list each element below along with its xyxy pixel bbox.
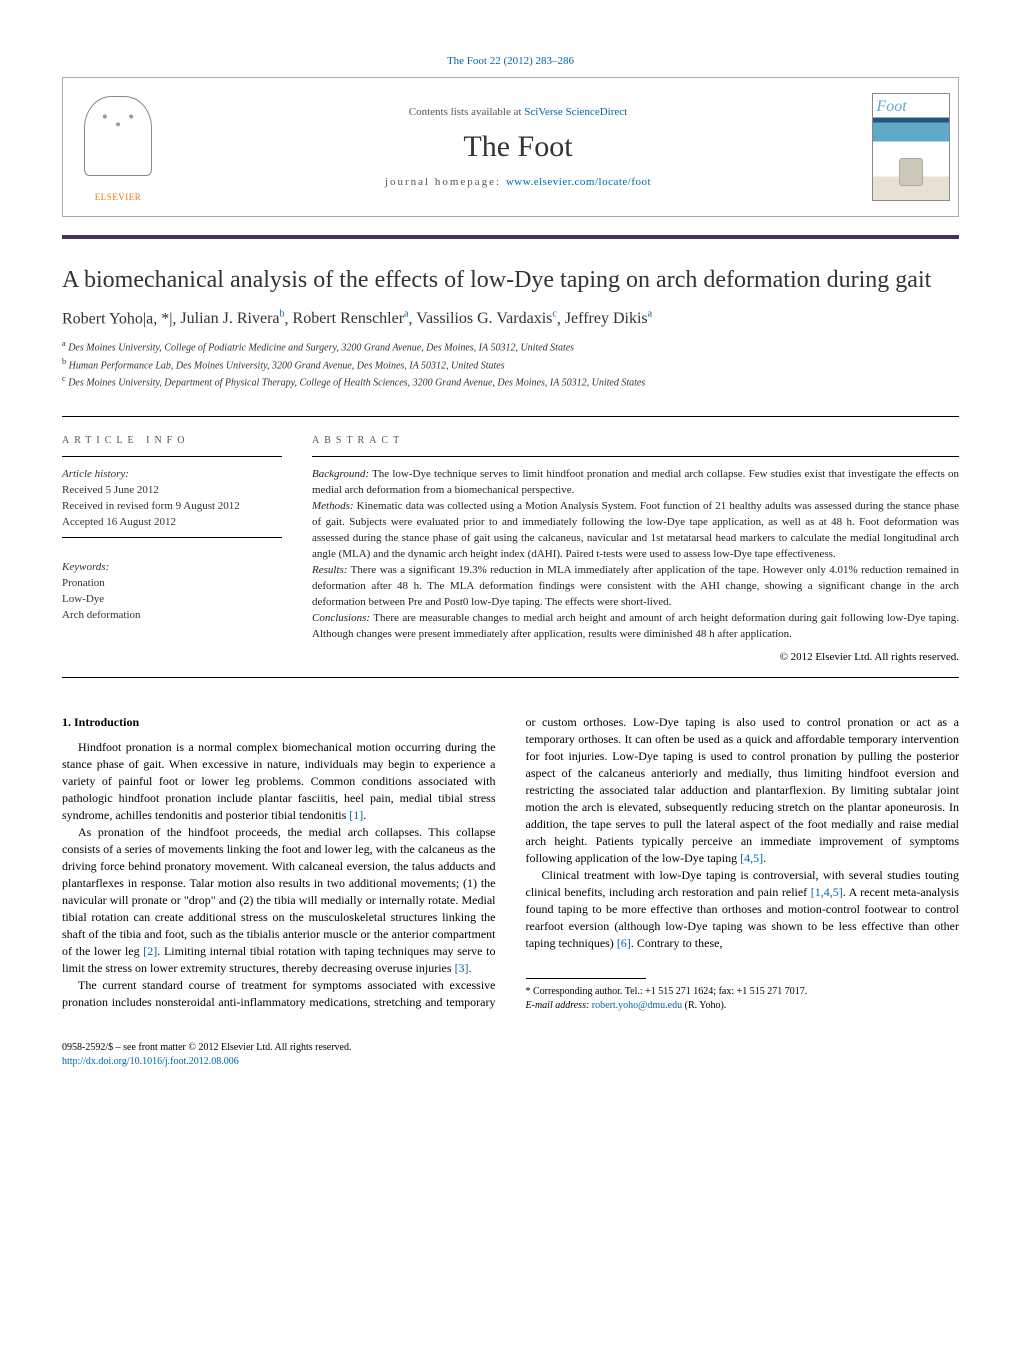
ref-link[interactable]: [2] bbox=[143, 944, 157, 958]
email-link[interactable]: robert.yoho@dmu.edu bbox=[592, 1000, 682, 1011]
affiliation: b Human Performance Lab, Des Moines Univ… bbox=[62, 356, 959, 373]
doi-link[interactable]: http://dx.doi.org/10.1016/j.foot.2012.08… bbox=[62, 1056, 239, 1067]
author: Vassilios G. Vardaxisc bbox=[416, 310, 557, 327]
author: Robert Yoho|a bbox=[62, 310, 153, 327]
history-accepted: Accepted 16 August 2012 bbox=[62, 515, 282, 531]
article-info-column: article info Article history: Received 5… bbox=[62, 435, 282, 662]
history-received: Received 5 June 2012 bbox=[62, 483, 282, 499]
ref-link[interactable]: [6] bbox=[617, 936, 631, 950]
homepage-link[interactable]: www.elsevier.com/locate/foot bbox=[506, 176, 651, 188]
publisher-logo: ELSEVIER bbox=[63, 78, 173, 216]
affiliations: a Des Moines University, College of Podi… bbox=[62, 338, 959, 390]
abstract-methods: Methods: Kinematic data was collected us… bbox=[312, 499, 959, 563]
header-rule bbox=[62, 235, 959, 239]
ref-link[interactable]: [4,5] bbox=[740, 851, 763, 865]
footnote-rule bbox=[526, 978, 646, 979]
author: Jeffrey Dikisa bbox=[565, 310, 652, 327]
contents-line: Contents lists available at SciVerse Sci… bbox=[179, 106, 857, 118]
body-p4: Clinical treatment with low-Dye taping i… bbox=[526, 867, 960, 952]
journal-name: The Foot bbox=[179, 130, 857, 164]
body-p2: As pronation of the hindfoot proceeds, t… bbox=[62, 824, 496, 977]
journal-cover-thumb bbox=[863, 78, 958, 216]
journal-header: ELSEVIER Contents lists available at Sci… bbox=[62, 77, 959, 217]
keyword: Arch deformation bbox=[62, 608, 282, 624]
keywords-label: Keywords: bbox=[62, 560, 282, 576]
ref-link[interactable]: [3] bbox=[455, 961, 469, 975]
abstract-column: abstract Background: The low-Dye techniq… bbox=[312, 435, 959, 662]
imprint: 0958-2592/$ – see front matter © 2012 El… bbox=[62, 1041, 959, 1069]
body-p1: Hindfoot pronation is a normal complex b… bbox=[62, 739, 496, 824]
abstract-rule bbox=[312, 456, 959, 457]
abstract-bottom-rule bbox=[62, 677, 959, 678]
sciencedirect-link[interactable]: SciVerse ScienceDirect bbox=[524, 106, 627, 118]
cover-icon bbox=[872, 93, 950, 201]
corresponding-footnote: * Corresponding author. Tel.: +1 515 271… bbox=[526, 985, 960, 1013]
article-title: A biomechanical analysis of the effects … bbox=[62, 265, 959, 295]
homepage-line: journal homepage: www.elsevier.com/locat… bbox=[179, 176, 857, 188]
publisher-name: ELSEVIER bbox=[76, 192, 160, 202]
author: *| bbox=[161, 310, 172, 327]
keyword: Low-Dye bbox=[62, 592, 282, 608]
copyright: © 2012 Elsevier Ltd. All rights reserved… bbox=[312, 651, 959, 663]
article-info-heading: article info bbox=[62, 435, 282, 446]
history-label: Article history: bbox=[62, 467, 282, 483]
journal-citation: The Foot 22 (2012) 283–286 bbox=[62, 55, 959, 67]
author: Robert Renschlera bbox=[293, 310, 409, 327]
body-text: 1. Introduction Hindfoot pronation is a … bbox=[62, 714, 959, 1013]
issn-line: 0958-2592/$ – see front matter © 2012 El… bbox=[62, 1041, 959, 1055]
ref-link[interactable]: [1,4,5] bbox=[811, 885, 843, 899]
elsevier-tree-icon bbox=[84, 96, 152, 176]
history-revised: Received in revised form 9 August 2012 bbox=[62, 499, 282, 515]
info-rule bbox=[62, 456, 282, 457]
affiliation: a Des Moines University, College of Podi… bbox=[62, 338, 959, 355]
section-heading: 1. Introduction bbox=[62, 714, 496, 731]
authors-line: Robert Yoho|a, *|, Julian J. Riverab, Ro… bbox=[62, 309, 959, 328]
abstract-results: Results: There was a significant 19.3% r… bbox=[312, 563, 959, 611]
kw-rule bbox=[62, 537, 282, 538]
info-top-rule bbox=[62, 416, 959, 417]
author: Julian J. Riverab bbox=[180, 310, 284, 327]
affiliation: c Des Moines University, Department of P… bbox=[62, 373, 959, 390]
abstract-conclusions: Conclusions: There are measurable change… bbox=[312, 611, 959, 643]
abstract-background: Background: The low-Dye technique serves… bbox=[312, 467, 959, 499]
abstract-heading: abstract bbox=[312, 435, 959, 446]
keyword: Pronation bbox=[62, 576, 282, 592]
ref-link[interactable]: [1] bbox=[349, 808, 363, 822]
